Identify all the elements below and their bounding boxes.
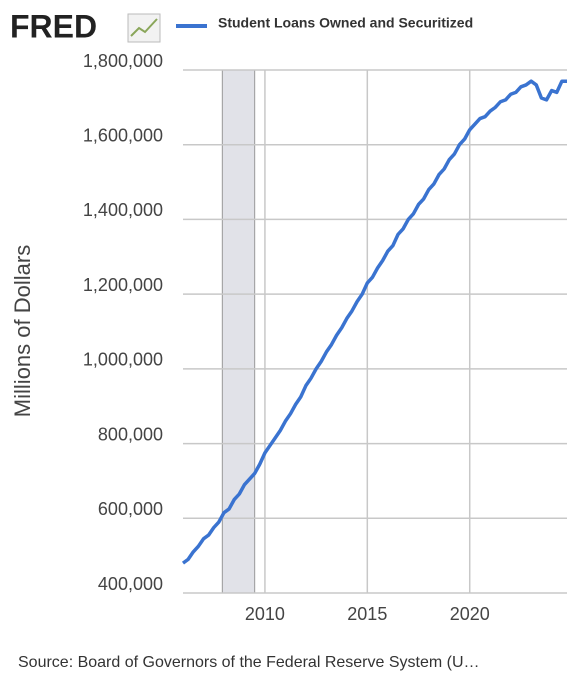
- y-tick-label: 1,000,000: [83, 350, 163, 370]
- logo: FRED: [10, 8, 97, 44]
- source: Source: Board of Governors of the Federa…: [18, 654, 480, 671]
- y-tick-label: 1,600,000: [83, 125, 163, 145]
- x-tick-label: 2015: [347, 604, 387, 624]
- x-tick-label: 2010: [245, 604, 285, 624]
- data-line: [181, 79, 567, 565]
- y-tick-label: 1,400,000: [83, 200, 163, 220]
- y-tick-label: 1,800,000: [83, 51, 163, 71]
- y-tick-label: 1,200,000: [83, 275, 163, 295]
- legend-label: Student Loans Owned and Securitized: [218, 15, 473, 31]
- y-tick-label: 600,000: [98, 499, 163, 519]
- recession-shade: [221, 69, 256, 594]
- x-tick-label: 2020: [450, 604, 490, 624]
- logo-icon: [127, 13, 161, 43]
- y-tick-label: 800,000: [98, 424, 163, 444]
- y-axis-label: Millions of Dollars: [10, 245, 35, 417]
- y-tick-label: 400,000: [98, 574, 163, 594]
